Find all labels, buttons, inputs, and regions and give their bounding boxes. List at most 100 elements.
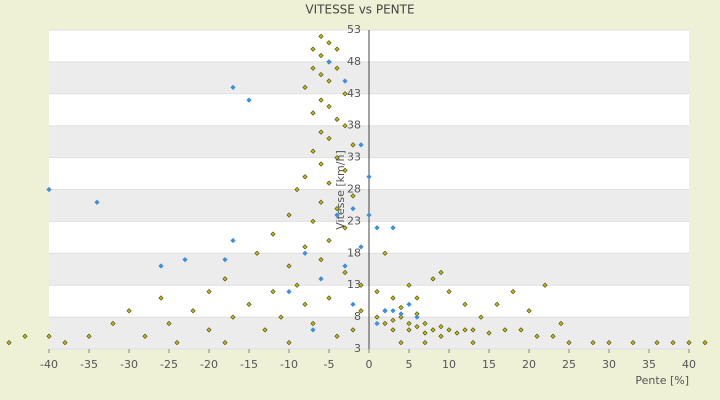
point [302,174,308,180]
point [470,339,476,346]
point [334,206,340,212]
point [318,97,324,103]
point [438,324,444,330]
point [342,78,348,84]
point [62,339,68,346]
point [294,282,300,288]
point [462,327,468,333]
point [318,129,324,135]
point [310,148,316,154]
x-tick-label: 20 [522,358,536,371]
point [462,301,468,307]
point [398,314,404,320]
point [382,308,388,314]
point [350,206,356,212]
point [382,250,388,256]
point [222,339,228,346]
point [390,308,396,314]
y-tick-label: 23 [347,214,361,227]
point [166,320,172,327]
point [358,308,364,314]
point [334,154,340,161]
point [262,327,268,333]
y-tick-label: 18 [347,246,361,259]
point [454,330,460,336]
y-tick-label: 28 [347,183,361,196]
point [406,327,412,333]
point [422,339,428,346]
point [382,320,388,327]
point [550,333,556,339]
point [374,288,380,295]
point [518,327,524,333]
point [206,327,212,333]
point [446,327,452,333]
point [430,327,436,333]
point [510,288,516,295]
point [390,327,396,333]
point [342,123,348,129]
x-tick-label: -15 [240,358,258,371]
point [246,301,252,307]
x-tick-label: 10 [442,358,456,371]
point [174,339,180,346]
point [374,320,380,327]
point [342,263,348,269]
point [222,276,228,282]
x-tick-label: -10 [280,358,298,371]
point [182,257,188,263]
point [390,317,396,323]
point [470,327,476,333]
point [430,276,436,282]
point [398,311,404,317]
x-tick-label: -5 [324,358,335,371]
point [230,84,236,91]
point [398,339,404,346]
point [326,103,332,110]
point [294,186,300,193]
point [390,225,396,231]
point [302,250,308,256]
point [326,135,332,142]
point [566,339,572,346]
point [414,295,420,301]
point [286,288,292,295]
point [270,231,276,237]
point [358,142,364,148]
point [302,244,308,250]
x-tick-label: 25 [562,358,576,371]
point [374,225,380,231]
point [590,339,596,346]
x-tick-label: -35 [80,358,98,371]
point [158,295,164,301]
point [310,320,316,327]
point [350,142,356,148]
point [334,212,340,218]
point [326,237,332,244]
point [190,308,196,314]
point [670,339,676,346]
point [358,244,364,250]
point [422,320,428,327]
point [494,301,500,307]
point [406,282,412,288]
point [374,314,380,320]
point [230,237,236,244]
point [310,46,316,52]
point [342,269,348,276]
point [326,295,332,301]
point [302,84,308,91]
y-tick-label: 3 [354,342,361,355]
x-tick-label: 30 [602,358,616,371]
point [110,320,116,327]
point [310,218,316,225]
point [390,295,396,301]
point [526,308,532,314]
point [366,212,372,218]
point [406,320,412,327]
point [318,276,324,282]
y-tick-label: 43 [347,87,361,100]
point [406,301,412,307]
point [502,327,508,333]
